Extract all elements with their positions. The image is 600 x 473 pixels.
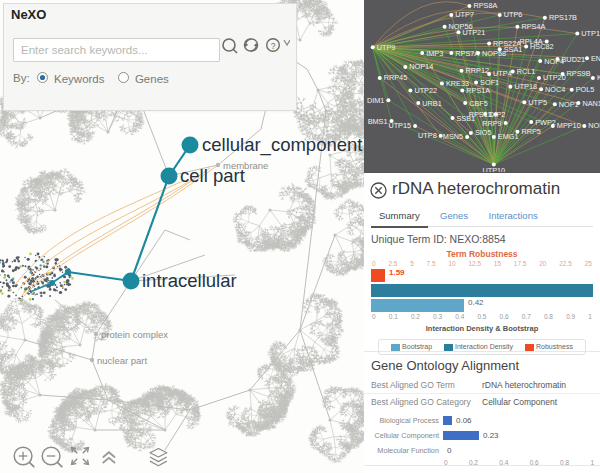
svg-text:MPP10: MPP10 <box>557 121 581 130</box>
svg-text:CBF5: CBF5 <box>469 99 488 108</box>
svg-text:SIO5: SIO5 <box>475 128 492 137</box>
svg-text:RRP12: RRP12 <box>466 66 490 75</box>
svg-text:SSB1: SSB1 <box>457 114 476 123</box>
svg-text:EMG1: EMG1 <box>498 132 519 141</box>
svg-text:BMS1: BMS1 <box>368 117 388 126</box>
svg-text:NOP58: NOP58 <box>482 49 506 58</box>
svg-text:HSC82: HSC82 <box>530 42 554 51</box>
svg-text:IMP3: IMP3 <box>426 49 443 58</box>
svg-text:RRP9: RRP9 <box>482 119 501 128</box>
svg-text:UTP9: UTP9 <box>377 43 396 52</box>
svg-text:NAN1: NAN1 <box>582 99 600 108</box>
svg-text:RRP45: RRP45 <box>384 73 408 82</box>
svg-text:RPS17B: RPS17B <box>549 13 577 22</box>
svg-text:UTP6: UTP6 <box>504 10 523 19</box>
svg-text:RPS4A: RPS4A <box>521 22 545 31</box>
svg-text:UTP7: UTP7 <box>455 10 474 19</box>
svg-text:POL5: POL5 <box>576 85 595 94</box>
svg-text:UTP15: UTP15 <box>388 121 411 130</box>
svg-text:RPS7A: RPS7A <box>455 49 479 58</box>
svg-text:ENP1: ENP1 <box>591 54 600 63</box>
svg-text:NOC4: NOC4 <box>545 85 565 94</box>
svg-text:UTP8: UTP8 <box>418 131 437 140</box>
svg-text:UTP18: UTP18 <box>514 82 537 91</box>
svg-text:UTP5: UTP5 <box>528 98 547 107</box>
svg-text:UTP13: UTP13 <box>581 29 600 38</box>
svg-text:NOP6: NOP6 <box>588 121 600 130</box>
svg-text:SSA1: SSA1 <box>504 45 523 54</box>
svg-text:RRP5: RRP5 <box>521 127 540 136</box>
svg-text:URB1: URB1 <box>422 99 441 108</box>
svg-text:UTP21: UTP21 <box>463 28 486 37</box>
svg-text:RPS1A: RPS1A <box>466 86 490 95</box>
svg-text:UTP4: UTP4 <box>493 69 512 78</box>
svg-text:NOP14: NOP14 <box>409 62 433 71</box>
svg-text:DIP2: DIP2 <box>489 110 505 119</box>
svg-text:MSN5: MSN5 <box>443 132 463 141</box>
svg-text:BUD21: BUD21 <box>562 55 586 64</box>
svg-text:?: ? <box>271 41 276 51</box>
svg-text:RPS8A: RPS8A <box>473 1 497 10</box>
svg-text:RCL1: RCL1 <box>517 67 536 76</box>
svg-text:UTP22: UTP22 <box>414 86 437 95</box>
svg-text:NOP1: NOP1 <box>559 100 579 109</box>
svg-text:DIM1: DIM1 <box>367 96 384 105</box>
svg-text:RPS9B: RPS9B <box>567 69 591 78</box>
